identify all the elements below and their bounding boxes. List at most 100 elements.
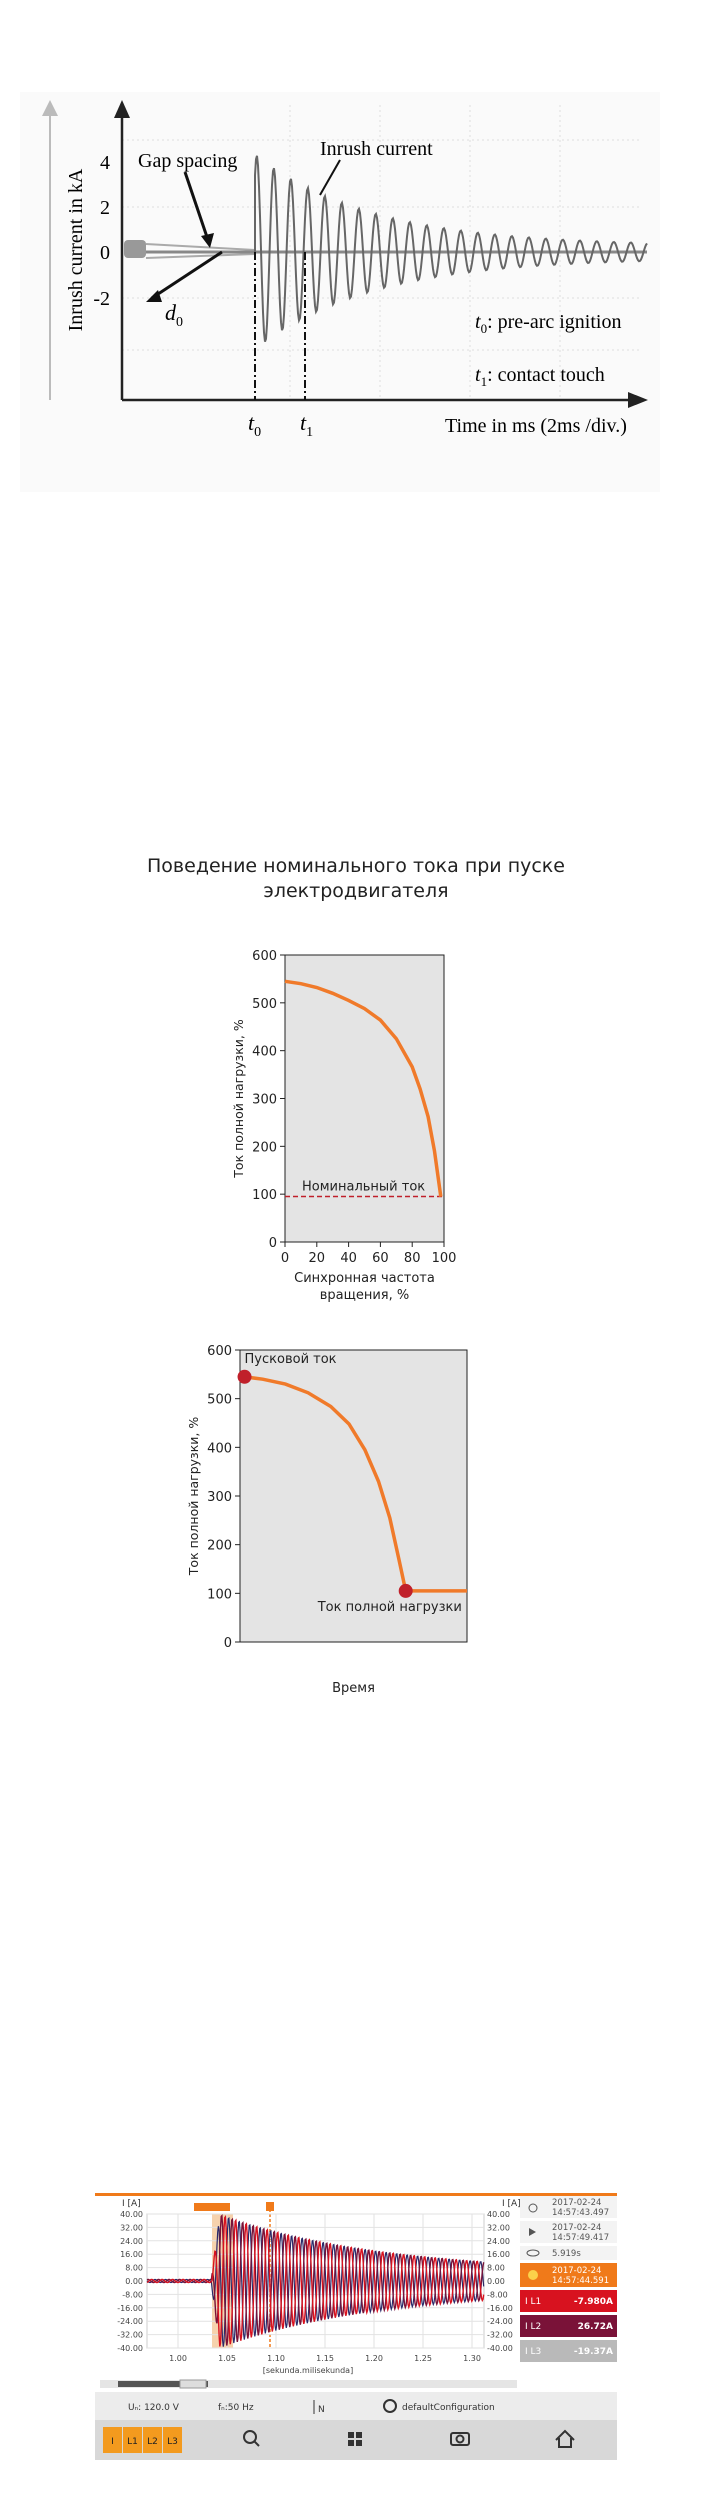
t1-legend: t1: contact touch xyxy=(475,364,605,389)
point-label: Пусковой ток xyxy=(245,1352,337,1367)
phase-button[interactable] xyxy=(143,2427,162,2453)
x-tick-label: 60 xyxy=(372,1251,389,1266)
scrollbar[interactable] xyxy=(100,2380,517,2388)
configuration[interactable]: defaultConfiguration xyxy=(402,2403,495,2413)
phase-buttons: I L1 L2 L3 xyxy=(103,2427,182,2453)
icon xyxy=(526,2249,540,2257)
grid xyxy=(122,105,640,400)
y-tick-label: 600 xyxy=(252,949,277,964)
y-tick-label: 0 xyxy=(269,1236,277,1251)
y-tick-label: -16.00 xyxy=(487,2304,513,2313)
y-tick-label: -16.00 xyxy=(117,2304,143,2313)
pointer-arrow xyxy=(183,171,210,241)
y-tick-label: 600 xyxy=(207,1344,232,1359)
cursor-date: 2017-02-24 xyxy=(552,2266,601,2276)
inrush-waveform xyxy=(254,155,648,343)
reading-value: -19.37A xyxy=(574,2347,613,2357)
t0-axis-label: t0 xyxy=(248,410,261,440)
y-axis-label: Ток полной нагрузки, % xyxy=(231,1019,246,1179)
top-bar xyxy=(95,2193,617,2196)
y-tick-label: 500 xyxy=(252,997,277,1012)
d0-sub: 0 xyxy=(176,315,183,330)
y-tick-label: 0 xyxy=(224,1636,232,1651)
search-icon[interactable] xyxy=(243,2430,260,2447)
time-b-clock: 14:57:49.417 xyxy=(552,2233,609,2243)
waveform-l1 xyxy=(146,2215,485,2347)
x-tick-label: 1.30 xyxy=(463,2354,481,2363)
home-icon[interactable] xyxy=(555,2429,575,2448)
y-unit-left: I [A] xyxy=(122,2199,141,2209)
y-tick-label: -40.00 xyxy=(487,2344,513,2353)
t0-sub: 0 xyxy=(254,425,261,440)
reading-row xyxy=(520,2340,617,2362)
y-tick-label: 500 xyxy=(207,1393,232,1408)
waveform-l3 xyxy=(146,2216,485,2347)
figure-background xyxy=(20,92,660,492)
scroll-thumb[interactable] xyxy=(179,2379,207,2389)
scroll-track xyxy=(118,2381,208,2387)
phase-button-label: L1 xyxy=(127,2437,138,2447)
x-tick-label: 80 xyxy=(404,1251,421,1266)
t0-main: t xyxy=(475,311,481,333)
neutral: N xyxy=(318,2405,325,2415)
title-line: электродвигателя xyxy=(263,880,448,902)
reference-label: Номинальный ток xyxy=(302,1180,425,1195)
x-axis-label: [sekunda.milisekunda] xyxy=(263,2366,353,2375)
x-tick-label: 1.05 xyxy=(218,2354,236,2363)
section-title: Поведение номинального тока при пуске эле… xyxy=(147,855,565,902)
x-axis-label: Time in ms (2ms /div.) xyxy=(445,415,627,437)
arrow-head xyxy=(201,233,214,248)
y-tick-label: -24.00 xyxy=(117,2317,143,2326)
x-tick-label: 1.15 xyxy=(316,2354,334,2363)
t1-sub: 1 xyxy=(306,425,313,440)
gap-lines xyxy=(145,243,256,259)
y-tick-label: 300 xyxy=(207,1490,232,1505)
y-tick-label: 200 xyxy=(252,1140,277,1155)
line-series xyxy=(284,979,443,1197)
t1-text: : contact touch xyxy=(487,364,605,386)
y-tick-label: 24.00 xyxy=(120,2237,143,2246)
time-b-row[interactable] xyxy=(520,2221,617,2243)
y-tick-label: -32.00 xyxy=(487,2331,513,2340)
y-tick-label: 0 xyxy=(100,242,110,264)
icon xyxy=(528,2203,538,2213)
y-tick-label: 32.00 xyxy=(120,2223,143,2232)
nav-icons xyxy=(243,2429,575,2448)
waveform-l2 xyxy=(146,2213,485,2346)
pointer-arrow xyxy=(151,250,223,300)
label-line: вращения, % xyxy=(320,1288,410,1303)
icon xyxy=(383,2399,397,2413)
y-tick-label: -32.00 xyxy=(117,2331,143,2340)
gap-spacing-label: Gap spacing xyxy=(138,150,237,172)
camera-icon[interactable] xyxy=(450,2432,470,2446)
y-tick-label: 0.00 xyxy=(487,2277,505,2286)
status-bar xyxy=(95,2392,617,2420)
inrush-current-label: Inrush current xyxy=(320,138,433,160)
t0-legend: t0: pre-arc ignition xyxy=(475,311,621,336)
y-tick-label: 400 xyxy=(207,1441,232,1456)
phase-button[interactable] xyxy=(123,2427,142,2453)
frequency: fₙ:50 Hz xyxy=(218,2403,254,2413)
reading-phase: I L1 xyxy=(525,2297,541,2307)
x-tick-label: 40 xyxy=(340,1251,357,1266)
y-tick-label: -2 xyxy=(93,288,110,310)
phase-button[interactable] xyxy=(103,2427,122,2453)
time-a-row[interactable] xyxy=(520,2196,617,2218)
layout-icon[interactable] xyxy=(348,2432,362,2446)
y-tick-label: 0.00 xyxy=(125,2277,143,2286)
t1-main: t xyxy=(300,410,307,435)
plot-area xyxy=(284,954,445,1243)
electrode xyxy=(124,240,146,258)
y-tick-label: -8.00 xyxy=(122,2290,143,2299)
y-tick-label: -24.00 xyxy=(487,2317,513,2326)
y-unit-right: I [A] xyxy=(502,2199,521,2209)
voltage: Uₙ: 120.0 V xyxy=(128,2403,180,2413)
point-label: Ток полной нагрузки xyxy=(317,1600,462,1615)
cursor-handle[interactable] xyxy=(266,2202,274,2211)
t0-text: : pre-arc ignition xyxy=(487,311,621,333)
x-tick-label: 0 xyxy=(281,1251,289,1266)
y-tick-label: 300 xyxy=(252,1093,277,1108)
phase-button[interactable] xyxy=(163,2427,182,2453)
cursor-clock: 14:57:44.591 xyxy=(552,2276,609,2286)
